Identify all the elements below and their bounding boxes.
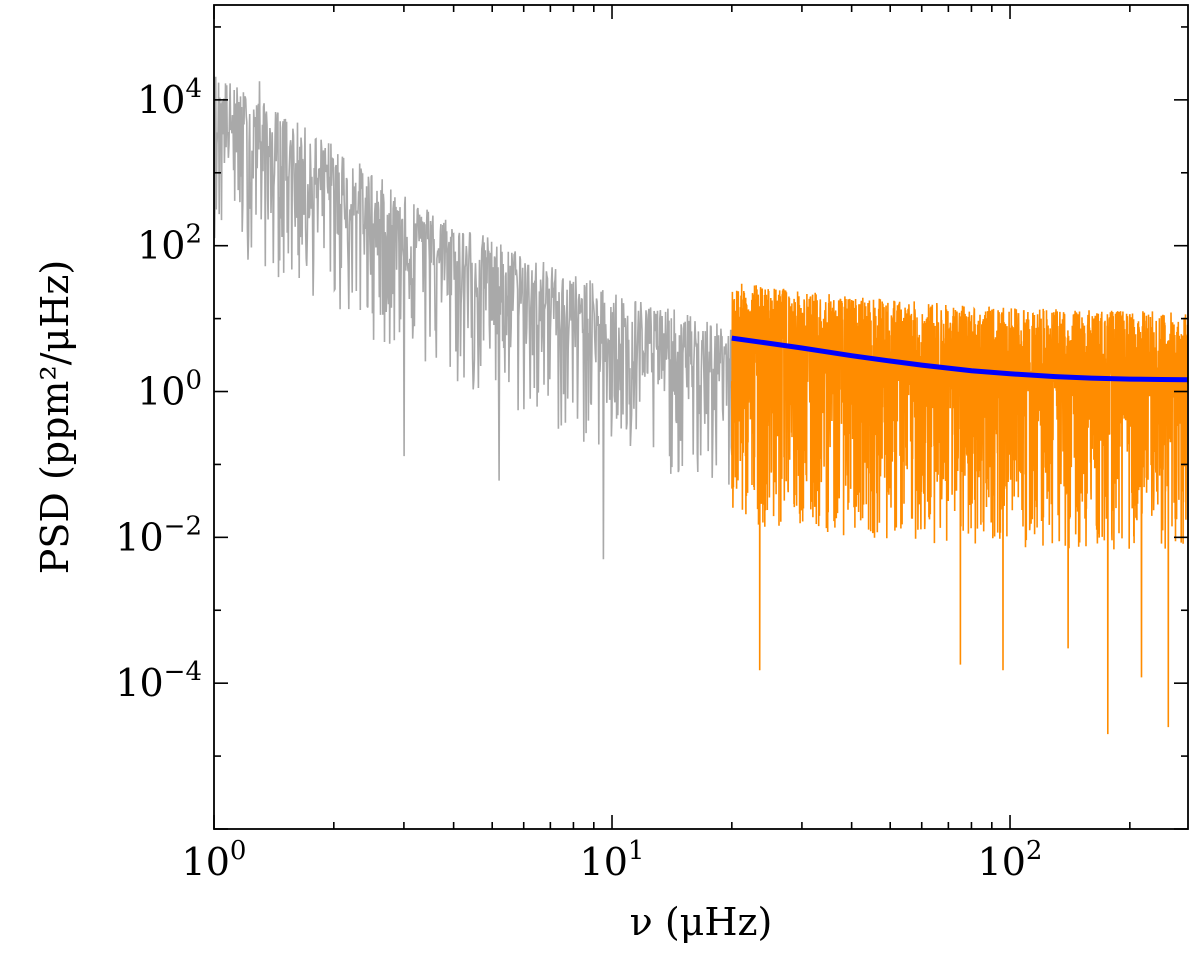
- y-tick-label: 100: [137, 366, 202, 414]
- y-tick-label: 102: [137, 220, 202, 268]
- x-tick-label: 102: [978, 836, 1043, 884]
- x-axis-label: ν (μHz): [630, 900, 773, 944]
- y-tick-label: 10−4: [115, 657, 202, 705]
- y-axis-label: PSD (ppm²/μHz): [33, 260, 77, 574]
- low-frequency-psd-series: [214, 76, 733, 560]
- x-tick-label: 100: [182, 836, 247, 884]
- plot-area: [214, 76, 1188, 735]
- y-tick-label: 104: [137, 74, 202, 122]
- tick-labels: 100 101 102 104 102 100 10−2 10−4: [115, 74, 1042, 884]
- y-tick-label: 10−2: [115, 511, 202, 559]
- x-tick-label: 101: [580, 836, 645, 884]
- plot-frame: [213, 4, 1189, 830]
- background-fit-curve: [731, 335, 1188, 383]
- axis-ticks: [213, 5, 1188, 830]
- high-frequency-psd-series: [731, 283, 1188, 735]
